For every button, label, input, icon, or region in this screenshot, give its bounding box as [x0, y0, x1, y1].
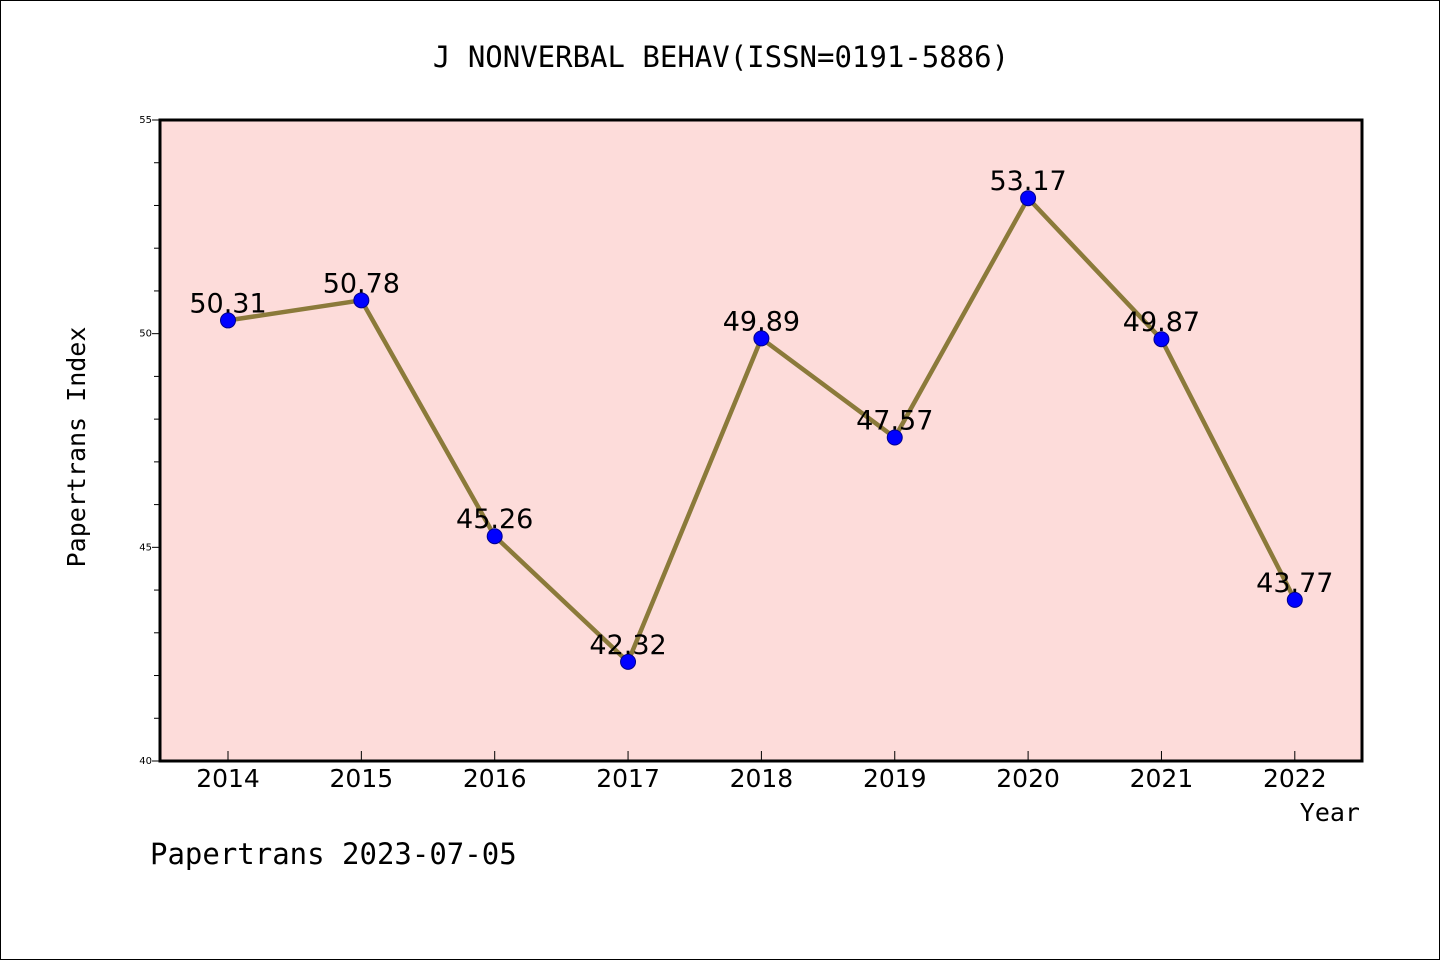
- data-label: 53.17: [989, 166, 1066, 197]
- data-point: [220, 312, 236, 329]
- x-tick-label: 2018: [730, 764, 794, 793]
- plot-area: [158, 118, 1364, 763]
- data-label-layer: 50.31 50.78 45.26 42.32 49.89 47.57 53.17 49.87…: [189, 166, 1333, 661]
- data-label: 43.77: [1256, 568, 1333, 599]
- footer-date: Papertrans 2023-07-05: [150, 837, 517, 871]
- data-point: [753, 330, 770, 347]
- data-label: 45.26: [456, 504, 533, 535]
- data-label: 49.89: [723, 306, 800, 337]
- x-axis-title: Year: [1300, 798, 1360, 827]
- data-point: [1286, 591, 1303, 608]
- series-layer: [220, 190, 1303, 670]
- data-label: 49.87: [1123, 307, 1200, 338]
- data-point: [486, 528, 503, 545]
- y-tick-label: 45: [139, 542, 152, 553]
- x-tick-label: 2014: [196, 764, 260, 793]
- y-axis: 40 45 50 55: [139, 115, 160, 767]
- x-tick-label: 2019: [863, 764, 927, 793]
- data-point: [1020, 190, 1037, 207]
- x-tick-label: 2020: [996, 764, 1060, 793]
- data-point: [886, 429, 903, 446]
- x-tick-label: 2022: [1263, 764, 1327, 793]
- data-label: 50.31: [189, 288, 266, 319]
- data-label: 47.57: [856, 406, 933, 437]
- x-tick-label: 2016: [463, 764, 527, 793]
- data-point: [353, 292, 370, 309]
- data-label: 50.78: [323, 268, 400, 299]
- y-tick-label: 40: [139, 756, 152, 767]
- data-label: 42.32: [589, 630, 666, 661]
- data-point: [1153, 331, 1170, 348]
- x-axis: 2014 2015 2016 2017 2018 2019 2020 2021 2022: [196, 751, 1327, 793]
- x-tick-label: 2015: [330, 764, 394, 793]
- data-point: [620, 653, 637, 670]
- y-axis-title: Papertrans Index: [62, 327, 91, 568]
- y-tick-label: 55: [139, 115, 152, 126]
- chart-title: J NONVERBAL BEHAV(ISSN=0191-5886): [433, 40, 1009, 74]
- y-tick-label: 50: [139, 329, 152, 340]
- x-tick-label: 2017: [596, 764, 660, 793]
- x-tick-label: 2021: [1130, 764, 1194, 793]
